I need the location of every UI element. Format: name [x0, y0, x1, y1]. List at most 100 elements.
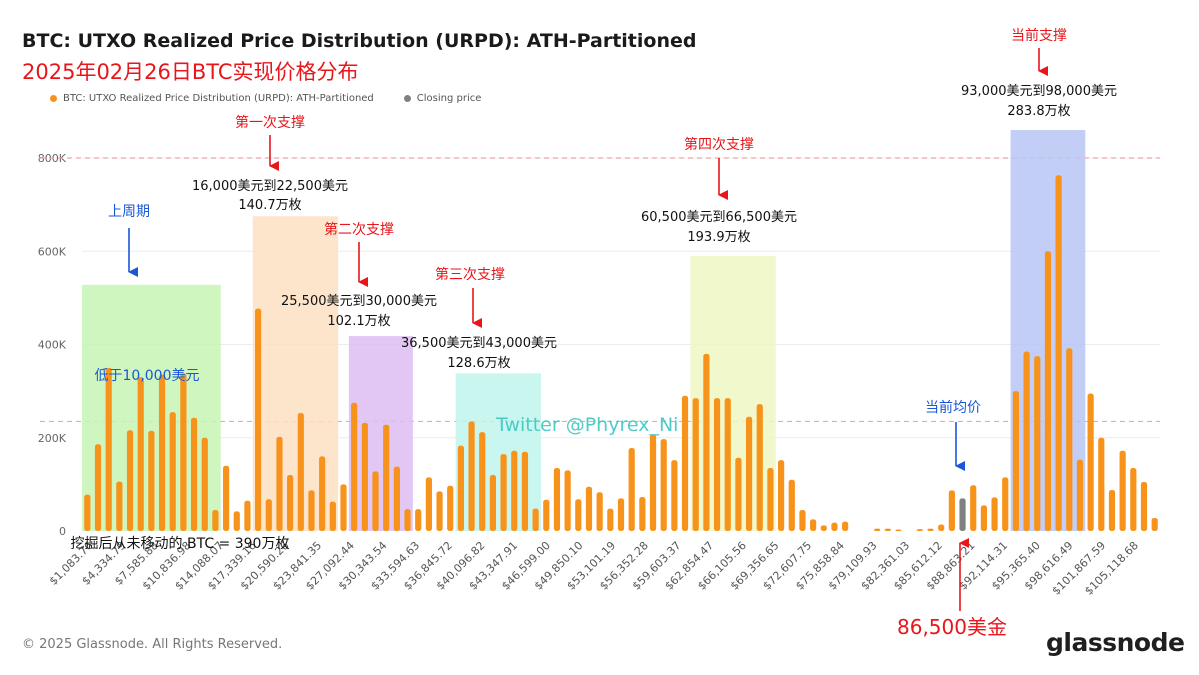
urpd-bar[interactable]: [329, 501, 336, 531]
urpd-bar[interactable]: [190, 417, 198, 531]
urpd-bar[interactable]: [938, 524, 945, 531]
urpd-bar[interactable]: [94, 444, 102, 531]
urpd-bar[interactable]: [532, 508, 539, 531]
urpd-bar[interactable]: [874, 528, 881, 531]
urpd-bar[interactable]: [287, 475, 294, 531]
urpd-bar[interactable]: [500, 454, 507, 531]
urpd-bar[interactable]: [319, 456, 326, 531]
urpd-bar[interactable]: [639, 496, 646, 531]
legend-item-closing-price[interactable]: Closing price: [403, 93, 481, 104]
urpd-bar[interactable]: [489, 475, 497, 531]
urpd-bar[interactable]: [649, 434, 657, 531]
urpd-bar[interactable]: [447, 485, 454, 531]
urpd-bar[interactable]: [383, 424, 390, 531]
urpd-bar[interactable]: [703, 353, 710, 531]
urpd-bar[interactable]: [1076, 459, 1084, 531]
urpd-bar[interactable]: [340, 484, 347, 531]
urpd-bar[interactable]: [575, 499, 582, 531]
urpd-bar[interactable]: [970, 485, 977, 531]
urpd-bar[interactable]: [244, 500, 251, 531]
urpd-bar[interactable]: [233, 511, 240, 531]
urpd-bar[interactable]: [820, 525, 827, 531]
urpd-bar[interactable]: [585, 486, 593, 531]
urpd-bar[interactable]: [1055, 175, 1062, 531]
urpd-bar[interactable]: [1140, 482, 1148, 531]
urpd-bar[interactable]: [415, 509, 422, 531]
urpd-bar[interactable]: [1066, 348, 1073, 531]
urpd-bar[interactable]: [564, 470, 571, 531]
urpd-bar[interactable]: [831, 522, 838, 531]
urpd-bar[interactable]: [468, 421, 475, 531]
urpd-bar[interactable]: [788, 479, 795, 531]
urpd-bar[interactable]: [393, 466, 400, 531]
urpd-bar[interactable]: [1119, 450, 1126, 531]
urpd-bar[interactable]: [222, 465, 230, 531]
urpd-bar[interactable]: [607, 508, 614, 531]
urpd-bar[interactable]: [810, 519, 817, 531]
urpd-bar[interactable]: [1130, 468, 1137, 531]
urpd-bar[interactable]: [276, 436, 283, 531]
urpd-bar[interactable]: [308, 490, 315, 531]
urpd-bar[interactable]: [180, 373, 187, 531]
urpd-bar[interactable]: [148, 430, 155, 531]
urpd-bar[interactable]: [479, 432, 486, 531]
urpd-bar[interactable]: [1023, 351, 1030, 531]
urpd-bar[interactable]: [671, 460, 678, 531]
urpd-bar[interactable]: [521, 451, 529, 531]
urpd-bar[interactable]: [297, 413, 304, 531]
urpd-bar[interactable]: [980, 505, 987, 531]
urpd-bar[interactable]: [596, 492, 603, 531]
urpd-bar[interactable]: [169, 412, 176, 531]
legend-item-urpd[interactable]: BTC: UTXO Realized Price Distribution (U…: [50, 93, 374, 104]
urpd-bar[interactable]: [842, 521, 849, 531]
urpd-bar[interactable]: [436, 491, 443, 531]
urpd-bar[interactable]: [404, 509, 411, 531]
urpd-bar[interactable]: [991, 497, 998, 531]
urpd-bar[interactable]: [799, 510, 806, 531]
urpd-bar[interactable]: [457, 445, 464, 531]
urpd-bar[interactable]: [660, 439, 667, 531]
urpd-bar[interactable]: [105, 367, 112, 531]
urpd-bar[interactable]: [1108, 489, 1116, 531]
closing-price-bar[interactable]: [959, 498, 966, 531]
urpd-bar[interactable]: [767, 468, 774, 531]
urpd-bar[interactable]: [361, 422, 368, 531]
urpd-bar[interactable]: [372, 471, 379, 531]
urpd-bar[interactable]: [692, 398, 699, 531]
urpd-bar[interactable]: [425, 477, 432, 531]
urpd-bar[interactable]: [916, 529, 923, 531]
urpd-bar[interactable]: [948, 490, 955, 531]
urpd-bar[interactable]: [1002, 477, 1009, 531]
urpd-bar[interactable]: [137, 377, 144, 531]
urpd-bar[interactable]: [884, 528, 891, 531]
urpd-bar[interactable]: [1012, 391, 1020, 531]
urpd-bar[interactable]: [126, 430, 134, 531]
urpd-bar[interactable]: [1044, 251, 1052, 531]
urpd-bar[interactable]: [681, 395, 689, 531]
urpd-bar[interactable]: [1034, 356, 1041, 531]
urpd-bar[interactable]: [201, 437, 208, 531]
urpd-bar[interactable]: [84, 494, 91, 531]
urpd-bar[interactable]: [351, 402, 358, 531]
urpd-bar[interactable]: [158, 374, 166, 531]
urpd-bar[interactable]: [255, 308, 262, 531]
urpd-bar[interactable]: [1151, 517, 1158, 531]
urpd-bar[interactable]: [745, 416, 753, 531]
urpd-bar[interactable]: [724, 398, 731, 531]
urpd-bar[interactable]: [756, 404, 763, 531]
urpd-bar[interactable]: [735, 457, 742, 531]
urpd-bar[interactable]: [265, 499, 272, 531]
urpd-bar[interactable]: [713, 398, 721, 531]
urpd-bar[interactable]: [553, 468, 561, 531]
urpd-bar[interactable]: [778, 460, 785, 531]
urpd-bar[interactable]: [927, 528, 934, 531]
urpd-bar[interactable]: [116, 481, 123, 531]
urpd-bar[interactable]: [1098, 437, 1105, 531]
urpd-bar[interactable]: [212, 510, 219, 531]
urpd-bar[interactable]: [895, 529, 902, 532]
urpd-bar[interactable]: [617, 498, 625, 531]
urpd-bar[interactable]: [1087, 393, 1094, 531]
urpd-bar[interactable]: [511, 450, 518, 531]
urpd-bar[interactable]: [543, 499, 550, 531]
urpd-bar[interactable]: [628, 448, 635, 531]
